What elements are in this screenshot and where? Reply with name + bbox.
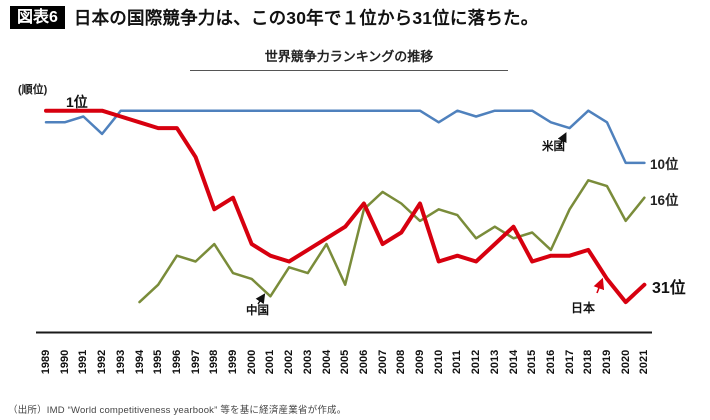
x-tick-label: 2001	[264, 349, 277, 375]
series-line-japan	[44, 108, 647, 305]
x-tick-label: 2007	[376, 349, 389, 375]
chart-title: 世界競争力ランキングの推移	[190, 46, 508, 71]
figure-header: 図表6 日本の国際競争力は、この30年で１位から31位に落ちた。	[10, 5, 538, 30]
x-tick-label: 2013	[488, 349, 501, 375]
x-tick-label: 2017	[563, 349, 576, 375]
china-end-rank-label: 16位	[650, 193, 679, 208]
x-tick-label: 2008	[395, 349, 408, 375]
japan-annotation-arrow	[593, 277, 605, 294]
china-annotation-arrow	[255, 293, 266, 305]
x-tick-label: 1996	[170, 349, 183, 375]
x-tick-label: 1999	[227, 349, 239, 375]
x-tick-label: 2005	[339, 349, 352, 375]
x-tick-label: 2004	[320, 349, 333, 375]
x-tick-label: 2009	[414, 349, 426, 375]
x-tick-label: 2011	[451, 350, 464, 374]
usa-series-label: 米国	[542, 141, 565, 153]
x-tick-label: 1990	[58, 349, 71, 375]
x-tick-label: 2012	[470, 349, 483, 375]
source-note: （出所）IMD “World competitiveness yearbook”…	[8, 405, 347, 416]
x-tick-label: 1997	[189, 349, 202, 375]
x-tick-label: 1992	[96, 349, 109, 375]
x-tick-label: 2010	[432, 349, 445, 375]
x-tick-label: 2020	[619, 349, 632, 375]
series-line-china	[138, 179, 646, 304]
x-tick-label: 2014	[507, 349, 520, 375]
x-tick-label: 2003	[301, 349, 314, 375]
china-series-label: 中国	[246, 305, 269, 317]
usa-end-rank-label: 10位	[650, 157, 679, 172]
x-tick-label: 2018	[582, 349, 595, 375]
x-tick-label: 2015	[526, 349, 539, 375]
start-rank-label: 1位	[66, 94, 88, 110]
x-tick-label: 2019	[601, 349, 613, 375]
x-tick-label: 2016	[544, 349, 557, 375]
y-axis-label: (順位)	[18, 84, 48, 96]
x-tick-label: 1991	[77, 349, 90, 375]
x-tick-label: 1989	[40, 349, 52, 375]
x-tick-label: 2002	[283, 349, 296, 375]
usa-annotation-arrow	[557, 132, 567, 148]
series-line-usa	[44, 109, 646, 165]
x-tick-label: 1998	[208, 349, 221, 375]
figure-number-badge: 図表6	[10, 5, 65, 30]
x-tick-label: 2021	[638, 349, 651, 375]
x-tick-label: 1995	[152, 349, 165, 375]
x-tick-label: 1993	[114, 349, 127, 375]
x-tick-label: 1994	[133, 349, 146, 375]
japan-end-rank-label: 31位	[652, 280, 686, 297]
x-tick-label: 2006	[357, 349, 370, 375]
x-tick-label: 2000	[245, 349, 258, 375]
japan-series-label: 日本	[571, 301, 596, 315]
figure-title: 日本の国際競争力は、この30年で１位から31位に落ちた。	[73, 8, 539, 28]
